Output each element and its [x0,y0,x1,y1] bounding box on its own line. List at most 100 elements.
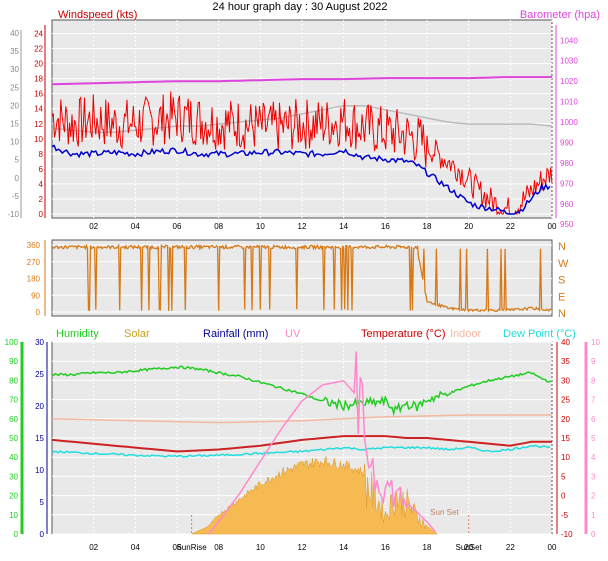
x-tick-label: 08 [214,222,223,231]
barometer-axis-tick-label: 1040 [560,36,578,45]
barometer-history-line [51,104,553,134]
x-tick-label: 04 [131,543,140,552]
temperature-axis-tick-label: 15 [561,434,570,443]
barometer-axis-tick-label: 970 [560,179,574,188]
x-tick-label: 08 [214,543,223,552]
direction-axis-tick-label: 0 [36,308,41,317]
barometer-axis-tick-label: 1000 [560,118,578,127]
humidity-axis-tick-label: 60 [9,415,18,424]
compass-axis-label: S [558,275,565,287]
temperature-axis-tick-label: -5 [561,511,569,520]
outer-axis-tick-label: -10 [7,210,19,219]
humidity-axis-tick-label: 100 [5,338,19,347]
windspeed-axis-tick-label: 22 [34,45,43,54]
x-tick-label: 00 [548,222,557,231]
outer-axis-tick-label: 40 [10,29,19,38]
humidity-axis-tick-label: 20 [9,492,18,501]
windspeed-axis-tick-label: 0 [39,210,44,219]
barometer-axis-tick-label: 1010 [560,98,578,107]
uv-axis-tick-label: 3 [591,472,596,481]
windspeed-axis-title: Windspeed (kts) [58,9,137,21]
compass-axis-label: W [558,258,569,270]
uv-axis-tick-label: 0 [591,530,596,539]
uv-axis-tick-label: 8 [591,376,596,385]
windspeed-average-line [51,144,551,215]
x-tick-label: 02 [89,222,98,231]
windspeed-axis-tick-label: 24 [34,30,43,39]
barometer-line [51,76,552,86]
legend-label: Solar [124,328,150,340]
x-tick-label: 02 [89,543,98,552]
rainfall-axis-tick-label: 10 [35,466,44,475]
outer-axis-tick-label: -5 [12,192,20,201]
barometer-axis-title: Barometer (hpa) [520,9,600,21]
uv-axis-tick-label: 7 [591,396,596,405]
x-tick-label: 10 [256,222,265,231]
x-tick-label: 16 [381,222,390,231]
humidity-line [51,365,553,417]
uv-axis-tick-label: 1 [591,511,596,520]
rainfall-axis-tick-label: 30 [35,338,44,347]
indoor-temperature-line [51,414,552,424]
humidity-axis-tick-label: 10 [9,511,18,520]
legend-label: Rainfall (mm) [203,328,268,340]
x-tick-label: 22 [506,543,515,552]
barometer-axis-tick-label: 1020 [560,77,578,86]
rainfall-axis-tick-label: 0 [40,530,45,539]
humidity-axis-tick-label: 0 [14,530,19,539]
rainfall-axis-tick-label: 15 [35,434,44,443]
x-tick-label: 06 [173,222,182,231]
windspeed-axis-tick-label: 16 [34,90,43,99]
humidity-axis-tick-label: 90 [9,357,18,366]
rainfall-axis-tick-label: 5 [40,498,45,507]
rainfall-axis-tick-label: 20 [35,402,44,411]
windspeed-axis-tick-label: 6 [39,165,44,174]
direction-axis-tick-label: 180 [27,275,41,284]
sunset-label: Sun Set [430,508,459,517]
x-tick-label: 14 [339,222,348,231]
windspeed-axis-tick-label: 12 [34,120,43,129]
uv-axis-tick-label: 4 [591,453,596,462]
uv-axis-tick-label: 10 [591,338,600,347]
x-tick-label: 18 [423,543,432,552]
windspeed-axis-tick-label: 10 [34,135,43,144]
direction-axis-tick-label: 270 [27,258,41,267]
direction-axis-tick-label: 90 [31,291,40,300]
temperature-axis-tick-label: 40 [561,338,570,347]
windspeed-axis-tick-label: 18 [34,75,43,84]
x-tick-label: 00 [548,543,557,552]
x-tick-label: 20 [464,543,473,552]
windspeed-axis-tick-label: 14 [34,105,43,114]
humidity-axis-tick-label: 50 [9,434,18,443]
outer-axis-tick-label: 10 [10,138,19,147]
uv-axis-tick-label: 5 [591,434,596,443]
graph-title: 24 hour graph day : 30 August 2022 [213,1,388,13]
x-tick-label: 20 [464,222,473,231]
dewpoint-line [51,444,551,458]
windspeed-axis-tick-label: 2 [39,195,44,204]
uv-line [207,351,436,535]
outer-axis-tick-label: 30 [10,65,19,74]
outer-axis-tick-label: 35 [10,47,19,56]
temperature-axis-tick-label: 30 [561,376,570,385]
temperature-axis-tick-label: 35 [561,357,570,366]
uv-axis-tick-label: 9 [591,357,596,366]
wind-direction-line [51,243,551,313]
temperature-axis-tick-label: 0 [561,492,566,501]
uv-axis-tick-label: 6 [591,415,596,424]
windspeed-axis-tick-label: 8 [39,150,44,159]
x-tick-label: 10 [256,543,265,552]
windspeed-axis-tick-label: 4 [39,180,44,189]
rainfall-axis-tick-label: 25 [35,370,44,379]
windspeed-axis-tick-label: 20 [34,60,43,69]
humidity-axis-tick-label: 40 [9,453,18,462]
barometer-axis-tick-label: 950 [560,220,574,229]
direction-axis-tick-label: 360 [27,241,41,250]
temperature-axis-tick-label: 25 [561,396,570,405]
legend-label: UV [285,328,301,340]
x-tick-label: 12 [298,543,307,552]
outer-axis-tick-label: 5 [15,156,20,165]
